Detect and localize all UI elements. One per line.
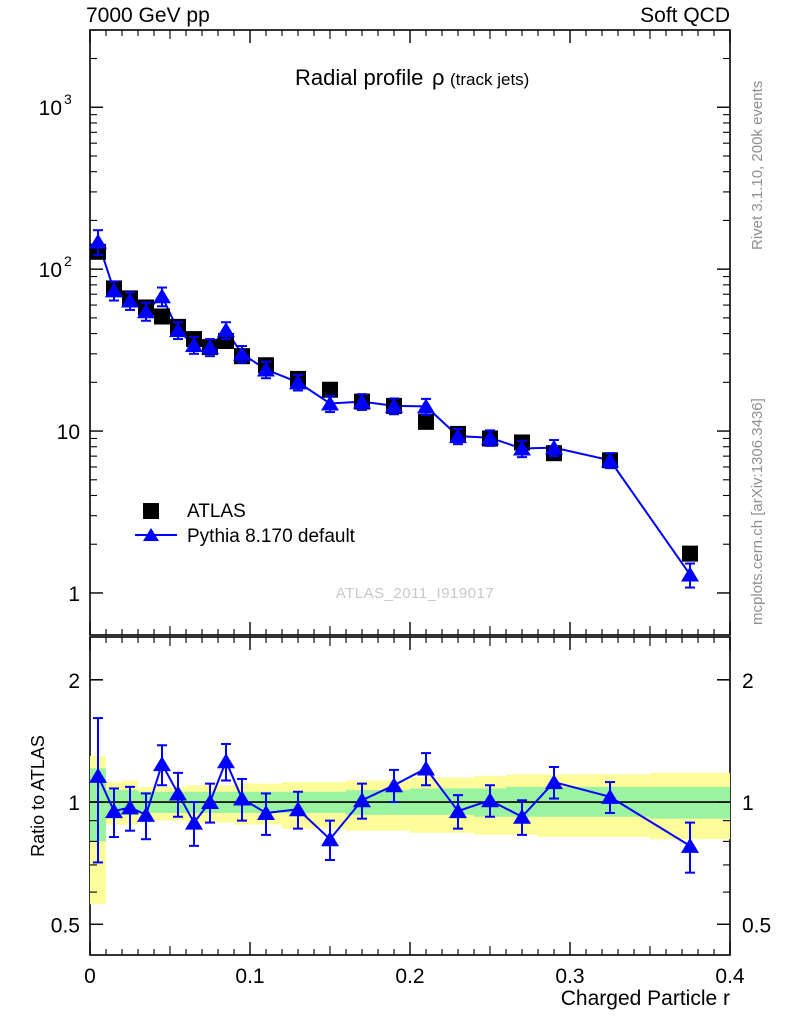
data-point-ratio xyxy=(217,753,235,769)
data-point-mc xyxy=(681,566,699,582)
y-axis-tick-label: 10 xyxy=(57,421,80,444)
ratio-panel-ticks xyxy=(89,637,731,955)
data-point-mc xyxy=(417,398,435,414)
legend-label-atlas: ATLAS xyxy=(187,501,246,522)
data-point-ratio xyxy=(257,804,275,820)
data-point-ratio xyxy=(353,792,371,808)
main-series-group xyxy=(89,229,699,589)
plot-title: Radial profile ρ (track jets) xyxy=(295,65,529,90)
data-point-ratio xyxy=(385,777,403,793)
data-point-ratio xyxy=(601,788,619,804)
data-point-mc xyxy=(601,452,619,468)
data-point-mc xyxy=(289,374,307,390)
x-axis-tick-label: 0.2 xyxy=(395,965,424,988)
x-axis-tick-label: 0.4 xyxy=(715,965,745,988)
ratio-curve xyxy=(97,758,691,847)
x-axis-label: Charged Particle r xyxy=(561,987,730,1010)
header-beam-label: 7000 GeV pp xyxy=(86,4,210,27)
ratio-tick-label: 1 xyxy=(68,792,80,815)
data-point-mc xyxy=(481,429,499,445)
ratio-tick-label: 2 xyxy=(68,670,80,693)
analysis-watermark: ATLAS_2011_I919017 xyxy=(336,585,495,602)
legend: ATLAS Pythia 8.170 default xyxy=(135,501,356,547)
data-point-atlas xyxy=(418,413,434,430)
x-axis-tick-label: 0.1 xyxy=(235,965,264,988)
legend-marker-square xyxy=(143,503,159,519)
data-point-ratio xyxy=(289,801,307,817)
ratio-tick-label: 0.5 xyxy=(51,914,80,937)
header-process-label: Soft QCD xyxy=(640,4,730,27)
data-point-atlas xyxy=(682,545,698,562)
x-axis-tick-label: 0.3 xyxy=(555,965,584,988)
y-axis-tick-label: 10 xyxy=(39,259,62,282)
data-point-mc xyxy=(105,282,123,298)
y-axis-tick-exponent: 3 xyxy=(64,91,72,107)
y-axis-tick-exponent: 2 xyxy=(64,253,72,269)
data-point-mc xyxy=(353,393,371,409)
data-point-ratio xyxy=(137,806,155,822)
plot-title-symbol: ρ xyxy=(432,65,445,90)
data-point-mc xyxy=(169,322,187,338)
ratio-tick-label-right: 0.5 xyxy=(742,914,771,937)
data-point-ratio xyxy=(681,837,699,853)
ratio-panel-tick-labels: 0.5 0.5 1 1 2 2 xyxy=(51,670,771,937)
data-point-atlas xyxy=(322,381,338,398)
data-point-mc xyxy=(233,345,251,361)
ratio-tick-label-right: 1 xyxy=(742,792,754,815)
data-point-ratio xyxy=(105,803,123,819)
data-point-mc xyxy=(545,439,563,455)
ratio-panel: 0.5 0.5 1 1 2 2 Ratio to ATLAS xyxy=(28,636,771,956)
plot-title-main: Radial profile xyxy=(295,65,423,90)
legend-label-pythia: Pythia 8.170 default xyxy=(187,526,356,547)
ratio-axis-label: Ratio to ATLAS xyxy=(28,735,48,857)
data-point-mc xyxy=(385,397,403,413)
data-point-ratio xyxy=(233,790,251,806)
plot-title-sub: (track jets) xyxy=(450,70,529,89)
data-point-mc xyxy=(89,233,107,249)
data-point-atlas xyxy=(154,308,170,325)
data-point-mc xyxy=(217,322,235,338)
data-point-mc xyxy=(121,292,139,308)
data-point-mc xyxy=(321,395,339,411)
data-point-ratio xyxy=(89,767,107,783)
data-point-mc xyxy=(137,303,155,319)
data-point-ratio xyxy=(185,814,203,830)
data-point-ratio xyxy=(153,756,171,772)
y-axis-tick-label: 1 xyxy=(68,583,80,606)
data-point-mc xyxy=(185,337,203,353)
data-point-mc xyxy=(257,361,275,377)
ratio-series-group xyxy=(89,717,699,874)
y-axis-tick-label: 10 xyxy=(39,97,62,120)
data-point-ratio xyxy=(481,792,499,808)
data-point-ratio xyxy=(201,794,219,810)
ratio-tick-label-right: 2 xyxy=(742,670,754,693)
side-label-generator: Rivet 3.1.10, 200k events xyxy=(749,81,766,250)
data-point-ratio xyxy=(449,803,467,819)
data-point-ratio xyxy=(169,785,187,801)
side-label-source: mcplots.cern.ch [arXiv:1306.3436] xyxy=(749,398,766,625)
data-point-mc xyxy=(201,339,219,355)
main-panel-ticks xyxy=(89,29,731,635)
data-point-mc xyxy=(153,288,171,304)
data-point-ratio xyxy=(321,831,339,847)
data-point-ratio xyxy=(513,808,531,824)
ratio-uncertainty-bands xyxy=(90,755,730,905)
data-point-mc xyxy=(449,428,467,444)
data-point-mc xyxy=(513,440,531,456)
data-point-ratio xyxy=(121,799,139,815)
x-axis-tick-labels: 0 0.1 0.2 0.3 0.4 xyxy=(84,965,745,988)
data-point-ratio xyxy=(417,760,435,776)
data-point-ratio xyxy=(545,774,563,790)
legend-marker-triangle xyxy=(143,528,159,541)
x-axis-tick-label: 0 xyxy=(84,965,96,988)
